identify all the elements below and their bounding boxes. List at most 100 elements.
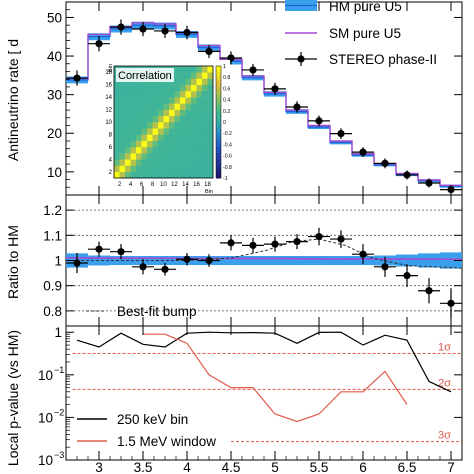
data-point bbox=[117, 23, 125, 31]
heatmap-cell bbox=[114, 165, 120, 173]
heatmap-cell bbox=[136, 128, 142, 135]
heatmap-cell bbox=[207, 146, 214, 154]
legend-label-250kev: 250 keV bin bbox=[117, 412, 188, 427]
heatmap-cell bbox=[114, 84, 120, 92]
heatmap-cell bbox=[158, 128, 164, 135]
heatmap-cell bbox=[163, 159, 170, 166]
data-point bbox=[139, 25, 147, 33]
colorbar-step bbox=[216, 74, 221, 78]
heatmap-cell bbox=[147, 128, 153, 135]
heatmap-cell bbox=[152, 153, 159, 160]
heatmap-cell bbox=[191, 159, 197, 166]
heatmap-cell bbox=[119, 109, 126, 117]
heatmap-cell bbox=[180, 122, 186, 129]
heatmap-cell bbox=[196, 153, 203, 160]
inset-x-tick-label: 2 bbox=[118, 182, 122, 188]
data-point bbox=[161, 27, 169, 35]
heatmap-cell bbox=[163, 171, 170, 179]
colorbar-step bbox=[216, 166, 221, 170]
colorbar-tick-label: 0 bbox=[223, 120, 226, 126]
inset-frame bbox=[113, 65, 214, 179]
data-point bbox=[381, 159, 389, 167]
colorbar-step bbox=[216, 66, 221, 70]
heatmap-cell bbox=[185, 72, 192, 79]
heatmap-cell bbox=[147, 115, 153, 123]
heatmap-cell bbox=[152, 165, 159, 173]
colorbar-tick-label: -0.4 bbox=[223, 142, 232, 148]
data-point bbox=[95, 40, 103, 48]
heatmap-cell bbox=[158, 115, 164, 123]
heatmap-cell bbox=[152, 122, 159, 129]
heatmap-cell bbox=[174, 115, 181, 123]
heatmap-cell bbox=[119, 115, 126, 123]
heatmap-cell bbox=[147, 84, 153, 92]
heatmap-cell bbox=[114, 128, 120, 135]
colorbar-step bbox=[216, 82, 221, 86]
data-point bbox=[315, 117, 323, 125]
heatmap-cell bbox=[191, 90, 197, 98]
heatmap-cell bbox=[147, 122, 153, 129]
heatmap-cell bbox=[141, 159, 148, 166]
heatmap-cell bbox=[202, 140, 208, 148]
heatmap-cell bbox=[152, 159, 159, 166]
heatmap-cell bbox=[163, 97, 170, 104]
heatmap-cell bbox=[174, 78, 181, 85]
heatmap-cell bbox=[130, 84, 137, 92]
heatmap-cell bbox=[114, 109, 120, 117]
inset-x-tick-label: 12 bbox=[171, 182, 178, 188]
heatmap-cell bbox=[202, 115, 208, 123]
x-tick-label: 4 bbox=[183, 460, 191, 474]
heatmap-cell bbox=[174, 72, 181, 79]
y-tick-label: 50 bbox=[47, 10, 62, 25]
top-y-axis-label: Antineutrino rate [ d bbox=[5, 39, 21, 161]
heatmap-cell bbox=[196, 146, 203, 154]
heatmap-cell bbox=[191, 78, 197, 85]
heatmap-cell bbox=[169, 90, 175, 98]
heatmap-cell bbox=[185, 122, 192, 129]
heatmap-cell bbox=[130, 90, 137, 98]
ratio-point bbox=[139, 263, 147, 271]
heatmap-cell bbox=[180, 90, 186, 98]
hm-band bbox=[66, 21, 462, 188]
heatmap-cell bbox=[119, 128, 126, 135]
colorbar-step bbox=[216, 172, 221, 176]
y-tick-label: 40 bbox=[47, 49, 62, 64]
heatmap-cell bbox=[196, 134, 203, 141]
inset-y-tick-label: 4 bbox=[109, 157, 113, 163]
colorbar-step bbox=[216, 133, 221, 137]
heatmap-cell bbox=[196, 128, 203, 135]
heatmap-cell bbox=[191, 97, 197, 104]
heatmap-cell bbox=[147, 171, 153, 179]
heatmap-cell bbox=[207, 72, 214, 79]
inset-title: Correlation bbox=[118, 70, 172, 82]
correlation-colorbar: 1 0.8 0.6 0.4 0.2 0 -0.2 -0.4 -0.6 -0.8 -1 bbox=[215, 64, 232, 182]
data-point bbox=[359, 148, 367, 156]
heatmap-cell bbox=[130, 103, 137, 110]
ratio-panel: 0.8 0.9 1 1.1 1.2 Ratio to HM Best-fit bump bbox=[5, 194, 463, 327]
ratio-sm-line bbox=[65, 257, 463, 261]
heatmap-cell bbox=[147, 134, 153, 141]
heatmap-cell bbox=[174, 66, 181, 73]
inset-y-tick-label: 2 bbox=[109, 170, 113, 176]
pvalue-y-tick-label: 10 bbox=[38, 453, 53, 468]
correlation-heatmap bbox=[114, 66, 214, 179]
legend-label-sm: SM pure U5 bbox=[329, 26, 401, 41]
heatmap-cell bbox=[169, 171, 175, 179]
colorbar-step bbox=[216, 155, 221, 159]
heatmap-cell bbox=[130, 115, 137, 123]
colorbar-tick-label: -1 bbox=[223, 176, 228, 182]
heatmap-cell bbox=[196, 97, 203, 104]
heatmap-cell bbox=[125, 146, 131, 154]
inset-y-label: Bin bbox=[108, 64, 114, 72]
heatmap-cell bbox=[163, 146, 170, 154]
colorbar-step bbox=[216, 136, 221, 140]
heatmap-cell bbox=[191, 134, 197, 141]
ratio-point bbox=[337, 235, 345, 243]
heatmap-cell bbox=[158, 90, 164, 98]
heatmap-cell bbox=[180, 103, 186, 110]
pvalue-15mev-line bbox=[143, 333, 408, 423]
heatmap-cell bbox=[202, 159, 208, 166]
heatmap-cell bbox=[196, 171, 203, 179]
heatmap-cell bbox=[119, 134, 126, 141]
